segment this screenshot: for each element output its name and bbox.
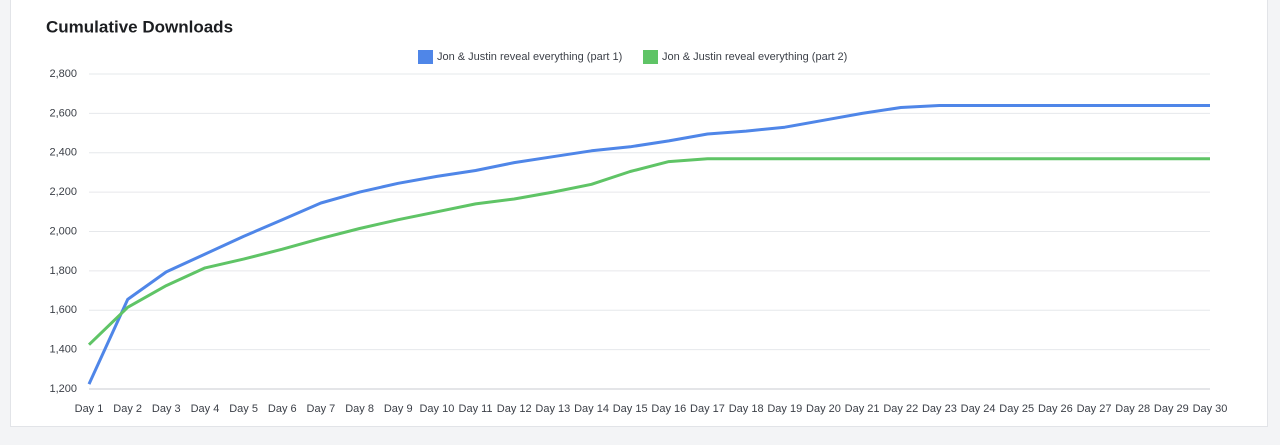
x-tick-label: Day 30: [1193, 403, 1228, 415]
legend-swatch: [418, 50, 433, 64]
x-tick-label: Day 19: [767, 403, 802, 415]
x-tick-label: Day 3: [152, 403, 181, 415]
y-tick-label: 2,800: [49, 68, 77, 80]
y-tick-label: 1,800: [49, 265, 77, 277]
x-tick-label: Day 10: [419, 403, 454, 415]
x-tick-label: Day 7: [307, 403, 336, 415]
y-tick-label: 1,200: [49, 383, 77, 395]
x-tick-label: Day 20: [806, 403, 841, 415]
x-tick-label: Day 12: [497, 403, 532, 415]
y-tick-label: 2,600: [49, 107, 77, 119]
legend-swatch: [643, 50, 658, 64]
x-tick-label: Day 24: [961, 403, 996, 415]
x-tick-label: Day 6: [268, 403, 297, 415]
x-tick-label: Day 26: [1038, 403, 1073, 415]
x-tick-label: Day 9: [384, 403, 413, 415]
x-tick-label: Day 8: [345, 403, 374, 415]
x-tick-label: Day 15: [613, 403, 648, 415]
x-tick-label: Day 16: [651, 403, 686, 415]
y-tick-label: 1,400: [49, 344, 77, 356]
x-tick-label: Day 11: [459, 403, 493, 415]
x-tick-label: Day 4: [191, 403, 220, 415]
y-tick-label: 2,000: [49, 225, 77, 237]
legend-label: Jon & Justin reveal everything (part 1): [437, 51, 622, 63]
x-tick-label: Day 27: [1077, 403, 1112, 415]
x-tick-label: Day 21: [845, 403, 880, 415]
x-tick-label: Day 14: [574, 403, 609, 415]
x-tick-label: Day 1: [75, 403, 104, 415]
y-tick-label: 1,600: [49, 304, 77, 316]
x-tick-label: Day 22: [883, 403, 918, 415]
x-tick-label: Day 18: [729, 403, 764, 415]
series-line: [87, 104, 1210, 385]
x-tick-label: Day 17: [690, 403, 725, 415]
x-tick-label: Day 25: [999, 403, 1034, 415]
x-tick-label: Day 5: [229, 403, 258, 415]
x-tick-label: Day 13: [535, 403, 570, 415]
card: [10, 0, 1268, 427]
y-tick-label: 2,200: [49, 186, 77, 198]
x-tick-label: Day 2: [113, 403, 142, 415]
chart-title: Cumulative Downloads: [46, 17, 233, 36]
series-line: [87, 157, 1210, 346]
x-tick-label: Day 29: [1154, 403, 1189, 415]
legend-label: Jon & Justin reveal everything (part 2): [662, 51, 847, 63]
y-tick-label: 2,400: [49, 147, 77, 159]
x-tick-label: Day 28: [1115, 403, 1150, 415]
x-tick-label: Day 23: [922, 403, 957, 415]
